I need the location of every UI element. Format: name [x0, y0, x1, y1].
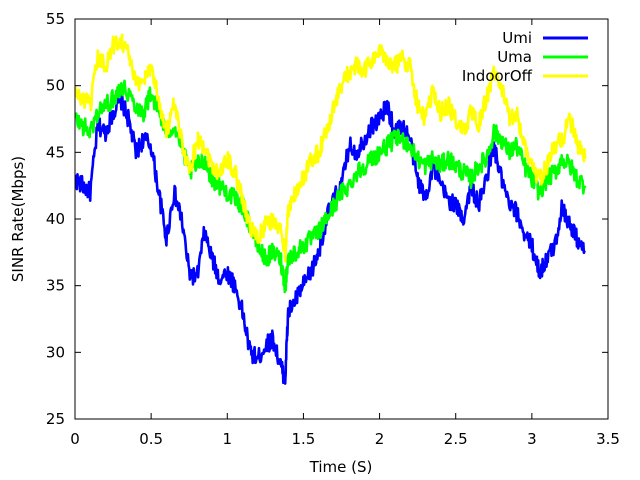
- series-line-umi: [75, 91, 586, 385]
- y-tick-label: 35: [46, 277, 65, 295]
- x-tick-label: 0.5: [139, 430, 163, 448]
- x-tick-label: 2: [375, 430, 385, 448]
- legend-label-uma: Uma: [497, 48, 532, 66]
- x-tick-label: 1.5: [291, 430, 315, 448]
- x-tick-label: 3: [527, 430, 537, 448]
- y-tick-label: 50: [46, 77, 65, 95]
- x-tick-labels: 0 0.5 1 1.5 2 2.5 3 3.5: [70, 430, 620, 448]
- series-line-uma: [75, 79, 587, 294]
- legend-label-umi: Umi: [502, 29, 532, 47]
- y-tick-label: 25: [46, 410, 65, 428]
- y-tick-label: 40: [46, 210, 65, 228]
- y-tick-label: 45: [46, 143, 65, 161]
- series-layer: [75, 33, 587, 385]
- series-line-indooroff: [75, 33, 587, 263]
- axis-ticks: [74, 18, 609, 420]
- y-tick-label: 55: [46, 10, 65, 28]
- y-tick-label: 30: [46, 343, 65, 361]
- legend-label-indooroff: IndoorOff: [462, 67, 533, 85]
- x-tick-label: 3.5: [596, 430, 620, 448]
- x-axis-title: Time (S): [309, 458, 373, 476]
- y-axis-title: SINR Rate(Mbps): [9, 156, 27, 282]
- x-tick-label: 0: [70, 430, 80, 448]
- x-tick-label: 2.5: [444, 430, 468, 448]
- y-tick-labels: 25 30 35 40 45 50 55: [46, 10, 65, 428]
- x-tick-label: 1: [223, 430, 233, 448]
